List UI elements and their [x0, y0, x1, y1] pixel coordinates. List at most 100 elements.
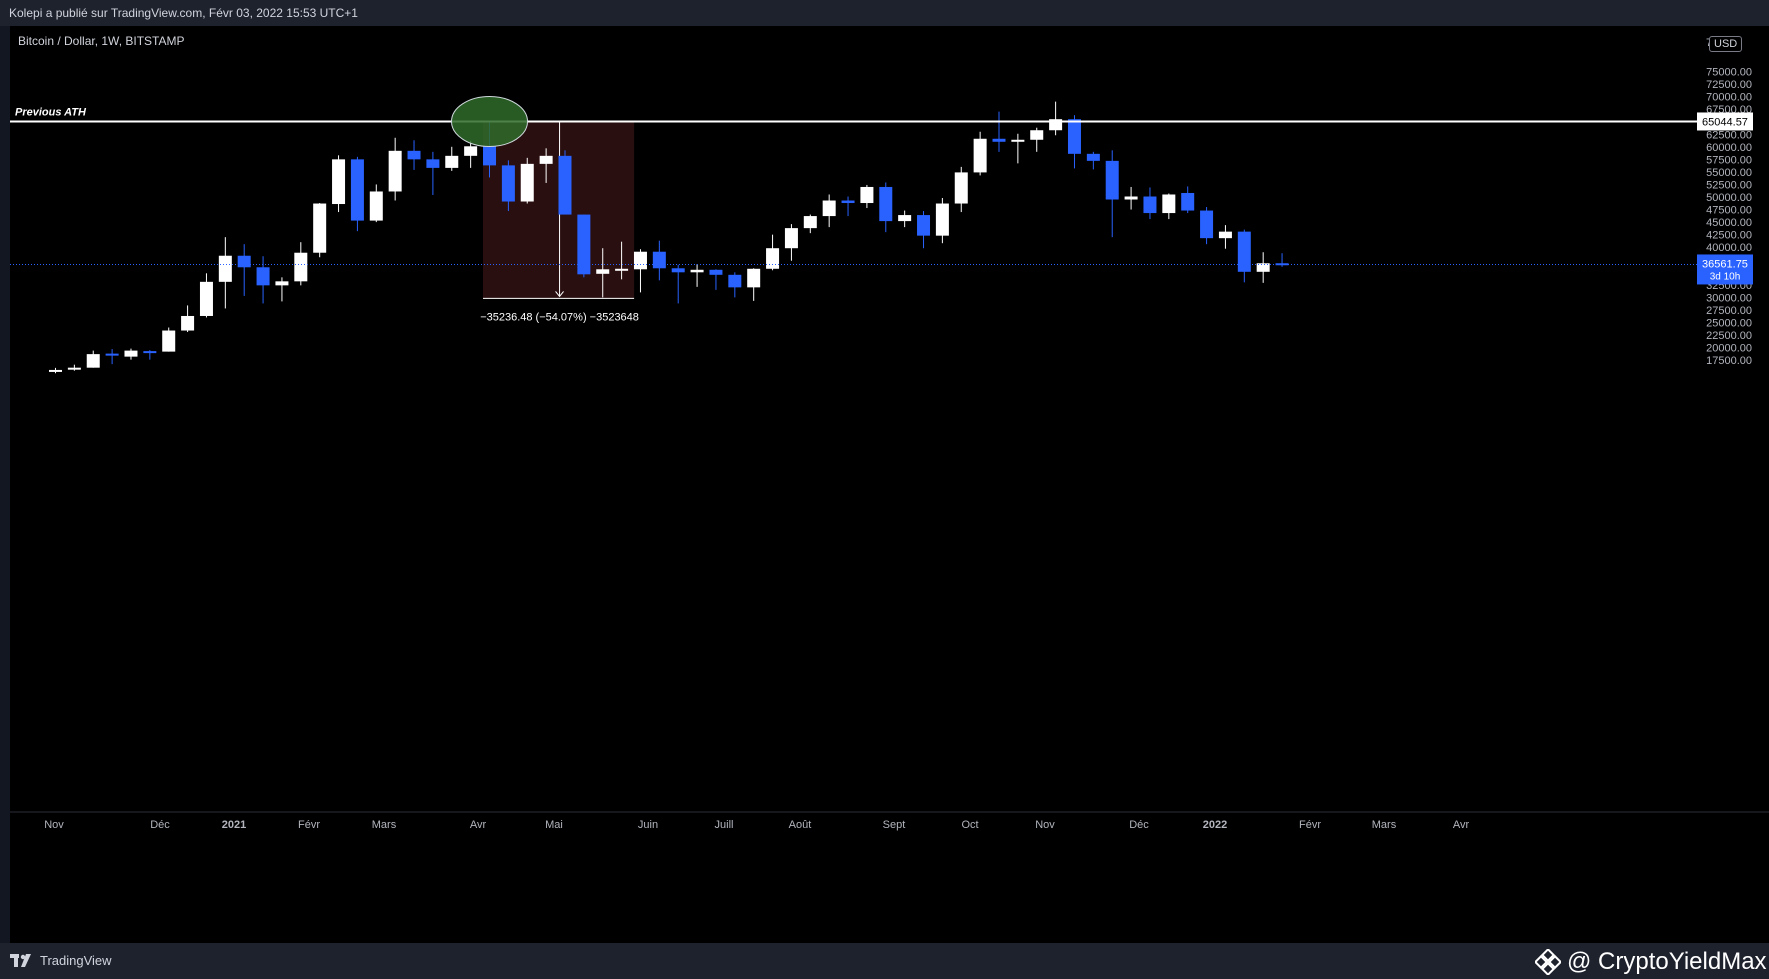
time-tick-label: Juill [715, 819, 734, 831]
candle-body[interactable] [558, 155, 572, 215]
candle-body[interactable] [162, 330, 176, 352]
time-tick-label: Mars [1372, 819, 1397, 831]
candle-body[interactable] [1218, 231, 1232, 239]
candle-body[interactable] [483, 146, 497, 166]
price-tick-label: 40000.00 [1706, 242, 1752, 254]
candle-body[interactable] [935, 203, 949, 236]
time-tick-label: Avr [1453, 819, 1470, 831]
candle-body[interactable] [369, 191, 383, 221]
candle-body[interactable] [1049, 119, 1063, 131]
publish-info-bar: Kolepi a publié sur TradingView.com, Fév… [0, 0, 1769, 26]
time-tick-label: Déc [1129, 819, 1149, 831]
ath-circle-highlight[interactable] [451, 95, 529, 147]
candle-body[interactable] [501, 165, 515, 202]
candle-body[interactable] [294, 252, 308, 282]
time-tick-label: Févr [1299, 819, 1321, 831]
candle-body[interactable] [1011, 139, 1025, 142]
candle-body[interactable] [1067, 119, 1081, 154]
candle-body[interactable] [728, 274, 742, 288]
candle-body[interactable] [49, 369, 62, 372]
candle-body[interactable] [1200, 210, 1214, 239]
candle-body[interactable] [464, 146, 478, 156]
price-tick-label: 70000.00 [1706, 92, 1752, 104]
price-tick-label: 22500.00 [1706, 330, 1752, 342]
candle-body[interactable] [860, 186, 874, 204]
candle-body[interactable] [313, 203, 327, 253]
candle-body[interactable] [67, 367, 81, 370]
candle-body[interactable] [898, 215, 912, 222]
symbol-legend[interactable]: Bitcoin / Dollar, 1W, BITSTAMP [18, 34, 185, 48]
candle-body[interactable] [709, 269, 723, 275]
time-tick-label: Nov [1035, 819, 1055, 831]
candle-body[interactable] [350, 159, 364, 221]
candle-body[interactable] [388, 150, 402, 192]
candle-body[interactable] [237, 255, 251, 268]
price-tick-label: 30000.00 [1706, 292, 1752, 304]
time-tick-label: Mars [372, 819, 397, 831]
currency-badge[interactable]: USD [1709, 36, 1743, 52]
candle-body[interactable] [143, 351, 157, 354]
candle-body[interactable] [332, 159, 346, 205]
candle-body[interactable] [218, 255, 232, 282]
time-tick-label: Févr [298, 819, 320, 831]
candle-body[interactable] [445, 155, 459, 168]
candle-body[interactable] [633, 251, 647, 270]
candle-body[interactable] [1143, 196, 1157, 214]
candle-body[interactable] [1086, 153, 1100, 161]
time-tick-label: Oct [961, 819, 978, 831]
candle-body[interactable] [124, 350, 138, 357]
measurement-label: −35236.48 (−54.07%) −3523648 [480, 311, 639, 323]
candlestick-chart[interactable]: −35236.48 (−54.07%) −3523648 Previous ATH… [10, 26, 1769, 943]
tradingview-logo[interactable]: TradingView [10, 953, 112, 968]
candle-body[interactable] [520, 163, 534, 202]
candle-body[interactable] [256, 267, 270, 286]
candle-body[interactable] [1181, 192, 1195, 211]
time-tick-label: Sept [883, 819, 906, 831]
candle-body[interactable] [539, 155, 553, 164]
candle-body[interactable] [1256, 263, 1270, 272]
candle-body[interactable] [1237, 231, 1251, 272]
candle-body[interactable] [992, 138, 1006, 142]
watermark-text: @ CryptoYieldMax [1567, 948, 1767, 975]
candle-body[interactable] [671, 268, 685, 273]
ath-line-label: Previous ATH [15, 106, 87, 118]
candle-body[interactable] [199, 281, 213, 316]
price-tick-label: 42500.00 [1706, 230, 1752, 242]
candle-body[interactable] [822, 200, 836, 217]
candle-body[interactable] [879, 186, 893, 222]
candle-body[interactable] [747, 268, 761, 288]
candle-body[interactable] [954, 172, 968, 204]
candle-body[interactable] [596, 269, 610, 274]
candle-body[interactable] [577, 214, 591, 275]
price-tick-label: 45000.00 [1706, 217, 1752, 229]
candle-body[interactable] [275, 281, 289, 286]
candle-body[interactable] [766, 248, 780, 269]
candle-body[interactable] [1105, 160, 1119, 200]
time-tick-label: Déc [150, 819, 170, 831]
candle-body[interactable] [1124, 196, 1138, 200]
candle-body[interactable] [181, 315, 195, 331]
candle-body[interactable] [690, 269, 704, 273]
measure-arrow-head [555, 291, 564, 298]
candle-body[interactable] [1162, 194, 1176, 214]
current-price-tag[interactable] [1697, 254, 1753, 285]
candle-body[interactable] [86, 354, 100, 368]
candle-body[interactable] [841, 200, 855, 204]
candle-body[interactable] [803, 216, 817, 229]
candle-body[interactable] [784, 228, 798, 249]
time-tick-label: Mai [545, 819, 563, 831]
candle-body[interactable] [105, 353, 119, 356]
tradingview-logo-text: TradingView [40, 953, 112, 968]
candle-body[interactable] [407, 150, 421, 160]
candle-body[interactable] [917, 215, 931, 236]
ath-price-tag[interactable] [1697, 112, 1753, 131]
candle-body[interactable] [652, 251, 666, 269]
candle-body[interactable] [973, 138, 987, 173]
candle-body[interactable] [426, 159, 440, 168]
candle-body[interactable] [615, 268, 629, 271]
chart-background [10, 26, 1769, 943]
price-tick-label: 60000.00 [1706, 142, 1752, 154]
price-tick-label: 62500.00 [1706, 129, 1752, 141]
candle-body[interactable] [1030, 130, 1044, 140]
price-tick-label: 25000.00 [1706, 318, 1752, 330]
